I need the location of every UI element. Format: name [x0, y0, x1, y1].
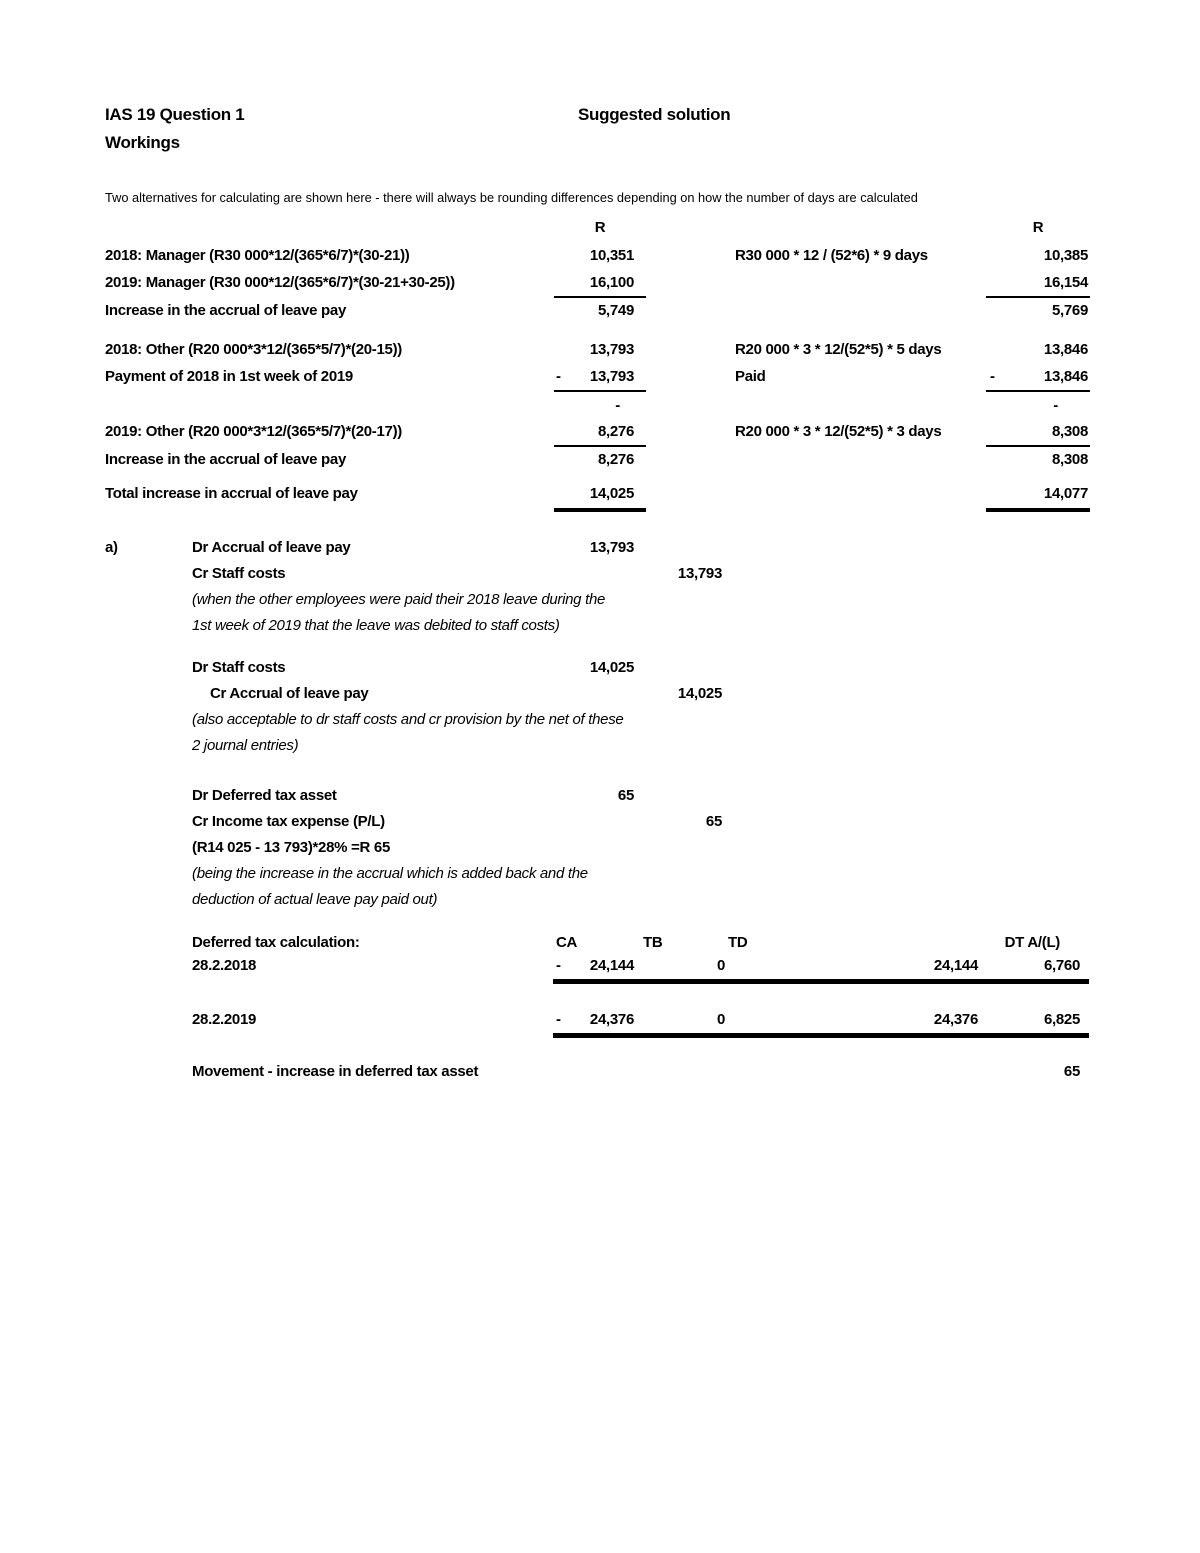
manager-2018-label: 2018: Manager (R30 000*12/(365*6/7)*(30-…: [105, 247, 410, 264]
subtotal-rule: [986, 296, 1090, 298]
other-2018-value: 13,793: [589, 341, 634, 358]
payment-value: 13,793: [589, 368, 634, 385]
deferred-row-2018-td: 24,144: [933, 957, 978, 974]
deferred-row-2019-dt: 6,825: [1043, 1011, 1080, 1028]
total-increase-alt-value: 14,077: [1043, 485, 1088, 502]
journal1-dr-amount: 13,793: [589, 539, 634, 556]
journal1-note-line1: (when the other employees were paid thei…: [192, 591, 606, 608]
other-2018-alt-label: R20 000 * 3 * 12/(52*5) * 5 days: [735, 341, 942, 358]
journal2-note-line1: (also acceptable to dr staff costs and c…: [192, 711, 624, 728]
subtotal-rule: [554, 445, 646, 447]
deferred-row-2019-tb: 0: [716, 1011, 725, 1028]
deferred-table-rule: [553, 1033, 1089, 1038]
journal2-cr-amount: 14,025: [677, 685, 722, 702]
other-increase-value: 8,276: [597, 451, 634, 468]
column-header-td: TD: [728, 934, 748, 951]
zero-dash-right: -: [1053, 397, 1058, 414]
journal3-note-line1: (being the increase in the accrual which…: [192, 865, 588, 882]
page-title: IAS 19 Question 1: [105, 105, 245, 124]
zero-dash-left: -: [615, 397, 620, 414]
manager-2019-value: 16,100: [589, 274, 634, 291]
deferred-row-2019-minus: -: [556, 1011, 561, 1028]
part-a-marker: a): [105, 539, 118, 556]
journal2-dr-amount: 14,025: [589, 659, 634, 676]
deferred-row-2018-minus: -: [556, 957, 561, 974]
journal2-cr-label: Cr Accrual of leave pay: [210, 685, 369, 702]
deferred-tax-title: Deferred tax calculation:: [192, 934, 360, 951]
total-increase-label: Total increase in accrual of leave pay: [105, 485, 358, 502]
journal3-dr-label: Dr Deferred tax asset: [192, 787, 337, 804]
column-header-tb: TB: [643, 934, 663, 951]
journal3-tax-formula: (R14 025 - 13 793)*28% =R 65: [192, 839, 390, 856]
total-rule: [554, 508, 646, 512]
column-header-ca: CA: [556, 934, 578, 951]
other-2019-alt-label: R20 000 * 3 * 12/(52*5) * 3 days: [735, 423, 942, 440]
other-increase-alt-value: 8,308: [1051, 451, 1088, 468]
other-2019-label: 2019: Other (R20 000*3*12/(365*5/7)*(20-…: [105, 423, 402, 440]
subtotal-rule: [554, 296, 646, 298]
journal2-dr-label: Dr Staff costs: [192, 659, 286, 676]
journal1-cr-label: Cr Staff costs: [192, 565, 286, 582]
paid-value: 13,846: [1043, 368, 1088, 385]
journal1-note-line2: 1st week of 2019 that the leave was debi…: [192, 617, 560, 634]
journal2-note-line2: 2 journal entries): [192, 737, 299, 754]
deferred-row-2018-ca: 24,144: [589, 957, 634, 974]
movement-value: 65: [1063, 1063, 1080, 1080]
currency-header-left: R: [594, 219, 606, 236]
journal3-dr-amount: 65: [617, 787, 634, 804]
journal3-cr-label: Cr Income tax expense (P/L): [192, 813, 385, 830]
journal3-note-line2: deduction of actual leave pay paid out): [192, 891, 438, 908]
deferred-row-2018-tb: 0: [716, 957, 725, 974]
other-2019-alt-value: 8,308: [1051, 423, 1088, 440]
paid-label: Paid: [735, 368, 766, 385]
manager-2019-label: 2019: Manager (R30 000*12/(365*6/7)*(30-…: [105, 274, 455, 291]
journal1-dr-label: Dr Accrual of leave pay: [192, 539, 351, 556]
manager-2018-alt-value: 10,385: [1043, 247, 1088, 264]
manager-increase-label: Increase in the accrual of leave pay: [105, 302, 346, 319]
deferred-row-2018-date: 28.2.2018: [192, 957, 257, 974]
payment-minus-sign: -: [556, 368, 561, 385]
currency-header-right: R: [1032, 219, 1044, 236]
subtotal-rule: [986, 390, 1090, 392]
movement-label: Movement - increase in deferred tax asse…: [192, 1063, 479, 1080]
deferred-row-2019-date: 28.2.2019: [192, 1011, 257, 1028]
journal3-cr-amount: 65: [705, 813, 722, 830]
column-header-dt: DT A/(L): [1004, 934, 1061, 951]
solution-title: Suggested solution: [578, 105, 731, 124]
subtotal-rule: [554, 390, 646, 392]
deferred-row-2019-td: 24,376: [933, 1011, 978, 1028]
rounding-note: Two alternatives for calculating are sho…: [105, 190, 918, 205]
total-rule: [986, 508, 1090, 512]
manager-increase-value: 5,749: [597, 302, 634, 319]
workings-heading: Workings: [105, 133, 180, 152]
manager-2019-alt-value: 16,154: [1043, 274, 1088, 291]
manager-increase-alt-value: 5,769: [1051, 302, 1088, 319]
deferred-row-2018-dt: 6,760: [1043, 957, 1080, 974]
total-increase-value: 14,025: [589, 485, 634, 502]
subtotal-rule: [986, 445, 1090, 447]
other-2019-value: 8,276: [597, 423, 634, 440]
deferred-row-2019-ca: 24,376: [589, 1011, 634, 1028]
other-2018-label: 2018: Other (R20 000*3*12/(365*5/7)*(20-…: [105, 341, 402, 358]
journal1-cr-amount: 13,793: [677, 565, 722, 582]
deferred-table-rule: [553, 979, 1089, 984]
other-2018-alt-value: 13,846: [1043, 341, 1088, 358]
other-increase-label: Increase in the accrual of leave pay: [105, 451, 346, 468]
paid-minus-sign: -: [990, 368, 995, 385]
manager-2018-value: 10,351: [589, 247, 634, 264]
manager-2018-alt-label: R30 000 * 12 / (52*6) * 9 days: [735, 247, 928, 264]
payment-label: Payment of 2018 in 1st week of 2019: [105, 368, 353, 385]
